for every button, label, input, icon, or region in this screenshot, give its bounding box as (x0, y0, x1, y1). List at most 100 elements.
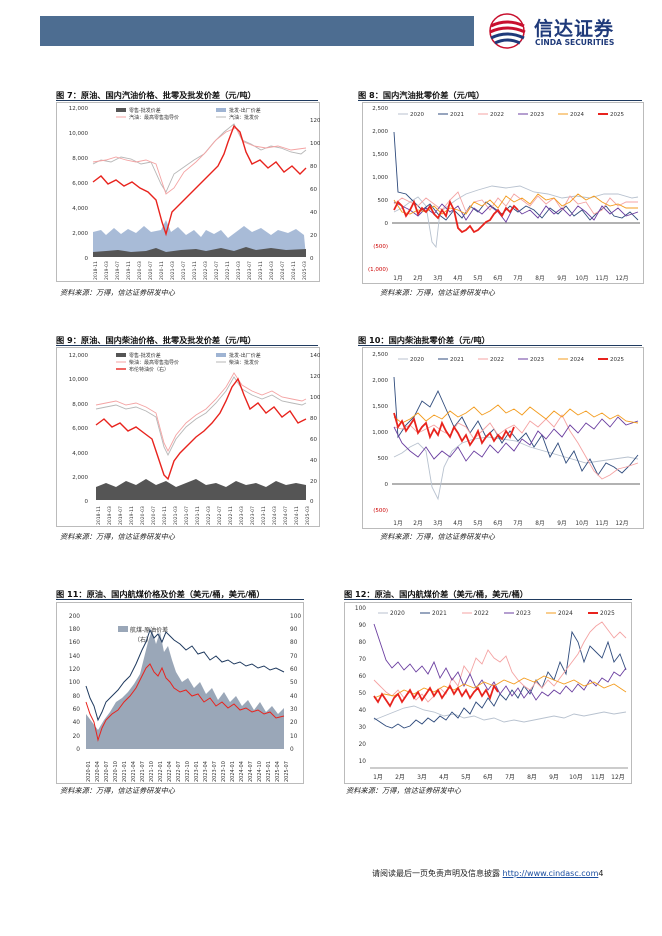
svg-text:120: 120 (310, 118, 320, 124)
svg-text:2020-11: 2020-11 (162, 506, 168, 525)
figure-10-chart: 2,500 2,000 1,500 1,000 500 0 (500) 2020 202… (362, 347, 644, 529)
svg-text:11月: 11月 (595, 275, 608, 282)
svg-text:2021-11: 2021-11 (192, 261, 198, 280)
logo-globe-icon (489, 13, 526, 49)
svg-text:2021-03: 2021-03 (173, 506, 179, 525)
logo-en: CINDA SECURITIES (535, 38, 615, 47)
svg-text:60: 60 (290, 667, 298, 673)
logo-cn: 信达证券 (534, 18, 615, 40)
svg-text:2021: 2021 (432, 611, 447, 617)
svg-text:柴油：最高零售指导价: 柴油：最高零售指导价 (129, 359, 179, 366)
figure-7-title: 图 7：原油、国内汽油价格、批零及批发价差（元/吨） (56, 90, 256, 100)
figure-8-source: 资料来源：万得，信达证券研发中心 (380, 288, 496, 297)
svg-text:2023-01: 2023-01 (194, 761, 200, 782)
figure-9-source: 资料来源：万得，信达证券研发中心 (60, 532, 176, 541)
svg-text:(1,000): (1,000) (368, 267, 388, 273)
svg-text:2018-11: 2018-11 (96, 506, 102, 525)
svg-text:2024-01: 2024-01 (230, 761, 236, 782)
svg-text:100: 100 (355, 606, 366, 612)
figure-10-rule (358, 345, 642, 346)
svg-text:1,500: 1,500 (372, 152, 388, 158)
figure-7-chart: 0 2,000 4,000 6,000 8,000 10,000 12,000 0 20 40… (56, 102, 320, 282)
svg-text:2022-01: 2022-01 (158, 761, 164, 782)
svg-text:4,000: 4,000 (72, 206, 88, 212)
svg-text:2023-03: 2023-03 (239, 506, 245, 525)
svg-text:20: 20 (359, 742, 367, 748)
svg-text:80: 80 (359, 640, 367, 646)
svg-text:零售-批发价差: 零售-批发价差 (129, 107, 161, 114)
svg-text:1,000: 1,000 (372, 175, 388, 181)
svg-text:2024-10: 2024-10 (257, 761, 263, 782)
svg-text:2025-03: 2025-03 (305, 506, 311, 525)
svg-text:100: 100 (290, 614, 301, 620)
figure-7-rule (56, 100, 318, 101)
figure-9-title: 图 9：原油、国内柴油价格、批零及批发价差（元/吨） (56, 335, 256, 345)
svg-text:批发-出厂价差: 批发-出厂价差 (229, 107, 261, 114)
svg-text:2020-10: 2020-10 (113, 761, 119, 782)
svg-text:2025: 2025 (600, 611, 615, 617)
figure-10-title: 图 10：国内柴油批零价差（元/吨） (358, 335, 490, 345)
svg-text:40: 40 (73, 720, 81, 726)
svg-text:6月: 6月 (493, 520, 503, 527)
svg-text:2020: 2020 (410, 357, 424, 363)
svg-text:2019-11: 2019-11 (129, 506, 135, 525)
svg-text:0: 0 (85, 499, 89, 505)
svg-text:8,000: 8,000 (72, 402, 88, 408)
svg-text:5月: 5月 (473, 520, 483, 527)
svg-text:2022-10: 2022-10 (185, 761, 191, 782)
svg-text:180: 180 (69, 627, 80, 633)
svg-text:2022-03: 2022-03 (203, 261, 209, 280)
svg-text:2月: 2月 (413, 275, 423, 282)
svg-text:20: 20 (310, 479, 317, 485)
svg-text:航煤-原油价差: 航煤-原油价差 (130, 626, 168, 634)
svg-text:80: 80 (290, 640, 298, 646)
footer-link[interactable]: http://www.cindasc.com (502, 869, 599, 878)
svg-text:11月: 11月 (595, 520, 608, 527)
svg-text:2021-07: 2021-07 (181, 261, 187, 280)
svg-text:2019-07: 2019-07 (115, 261, 121, 280)
svg-text:10月: 10月 (575, 275, 588, 282)
svg-text:2,000: 2,000 (372, 378, 388, 384)
svg-text:120: 120 (69, 667, 80, 673)
svg-text:8月: 8月 (535, 520, 545, 527)
svg-text:20: 20 (73, 734, 81, 740)
svg-text:12,000: 12,000 (69, 353, 89, 359)
svg-text:2020-03: 2020-03 (140, 506, 146, 525)
svg-text:2022-07: 2022-07 (176, 761, 182, 782)
svg-text:80: 80 (310, 164, 317, 170)
svg-text:2022: 2022 (490, 112, 504, 118)
svg-text:10,000: 10,000 (69, 131, 89, 137)
svg-text:2022-11: 2022-11 (228, 506, 234, 525)
svg-text:2019-03: 2019-03 (104, 261, 110, 280)
svg-text:2022-03: 2022-03 (206, 506, 212, 525)
svg-text:0: 0 (76, 747, 80, 753)
svg-text:1,000: 1,000 (372, 430, 388, 436)
svg-text:6月: 6月 (493, 275, 503, 282)
figure-7-source: 资料来源：万得，信达证券研发中心 (60, 288, 176, 297)
svg-text:2021-07: 2021-07 (184, 506, 190, 525)
svg-text:2023: 2023 (530, 357, 544, 363)
svg-text:10月: 10月 (569, 774, 583, 781)
figure-10-source: 资料来源：万得，信达证券研发中心 (380, 532, 496, 541)
svg-text:2024-07: 2024-07 (248, 761, 254, 782)
svg-text:3月: 3月 (417, 774, 427, 781)
figure-11-rule (56, 599, 304, 600)
svg-text:90: 90 (359, 623, 367, 629)
svg-text:40: 40 (310, 458, 317, 464)
svg-text:2019-11: 2019-11 (126, 261, 132, 280)
svg-text:2,500: 2,500 (372, 106, 388, 112)
svg-text:2024-11: 2024-11 (294, 506, 300, 525)
figure-8-chart: 2,500 2,000 1,500 1,000 500 0 (500) (1,000) 2… (362, 102, 644, 284)
svg-text:2021-07: 2021-07 (140, 761, 146, 782)
svg-text:2020-03: 2020-03 (137, 261, 143, 280)
svg-text:140: 140 (310, 353, 320, 359)
svg-text:4,000: 4,000 (72, 451, 88, 457)
svg-text:批发-出厂价差: 批发-出厂价差 (229, 352, 261, 359)
svg-text:2,000: 2,000 (372, 129, 388, 135)
svg-text:2019-07: 2019-07 (118, 506, 124, 525)
svg-text:2022-07: 2022-07 (214, 261, 220, 280)
svg-text:2021: 2021 (450, 112, 464, 118)
svg-text:5月: 5月 (461, 774, 471, 781)
svg-text:12,000: 12,000 (69, 106, 89, 112)
svg-text:10月: 10月 (575, 520, 588, 527)
